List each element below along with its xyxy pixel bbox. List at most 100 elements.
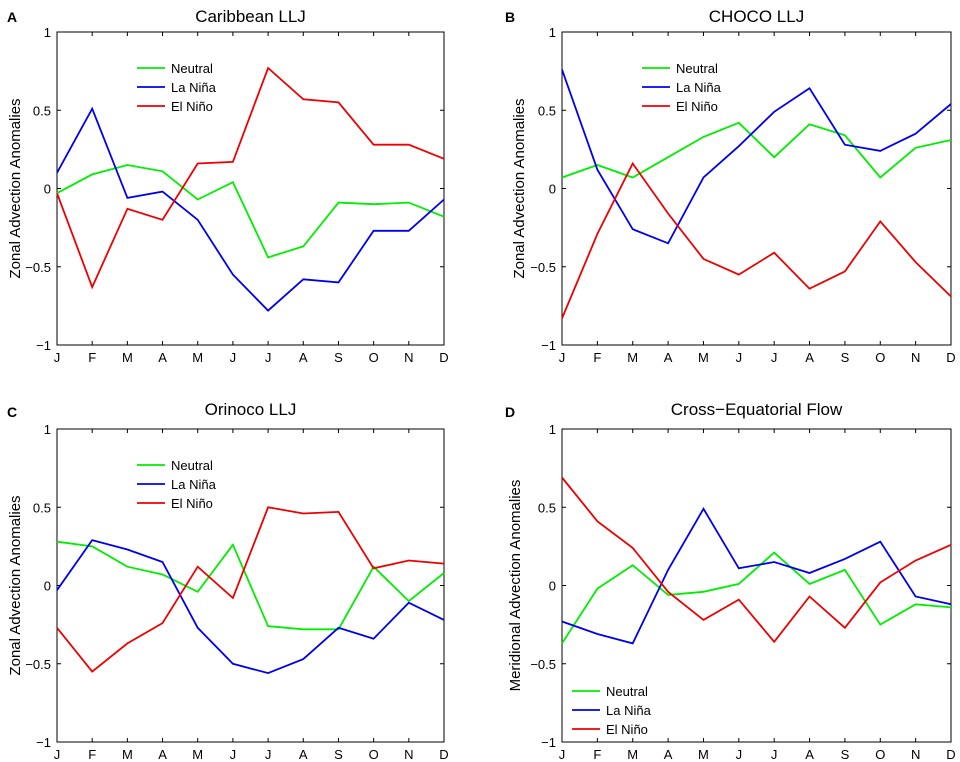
- x-tick-label-j: J: [265, 350, 272, 365]
- x-tick-label-j: J: [265, 747, 272, 762]
- y-tick-label: −1: [36, 338, 51, 353]
- y-tick-label: −1: [36, 735, 51, 750]
- x-tick-label-m: M: [698, 350, 709, 365]
- legend-label-la-nina: La Niña: [171, 80, 217, 95]
- x-tick-label-d: D: [946, 350, 955, 365]
- x-tick-label-n: N: [911, 350, 920, 365]
- x-tick-label-s: S: [334, 350, 343, 365]
- x-tick-label-o: O: [369, 747, 379, 762]
- x-tick-label-s: S: [841, 747, 850, 762]
- x-tick-label-j: J: [559, 350, 566, 365]
- x-tick-label-a: A: [158, 747, 167, 762]
- legend-label-el-nino: El Niño: [676, 99, 718, 114]
- y-tick-label: −1: [541, 735, 556, 750]
- legend-label-la-nina: La Niña: [676, 80, 722, 95]
- panel-d: −1 −0.5 0 0.5 1 J F M A M J J A S O N D Cross−Equatorial …: [505, 400, 956, 762]
- x-tick-label-m: M: [122, 350, 133, 365]
- series-line-el-nino: [56, 506, 445, 673]
- series-line-el-nino: [561, 476, 952, 644]
- panel-letter: B: [505, 9, 515, 25]
- x-tick-label-s: S: [334, 747, 343, 762]
- x-tick-label-n: N: [911, 747, 920, 762]
- series-line-la-nina: [561, 69, 952, 245]
- series-line-neutral: [561, 121, 952, 179]
- x-tick-label-m: M: [192, 350, 203, 365]
- panel-title: Cross−Equatorial Flow: [671, 400, 843, 419]
- series-line-neutral: [56, 164, 445, 259]
- y-tick-label: 0.5: [33, 103, 51, 118]
- panel-b: −1 −0.5 0 0.5 1 J F M A M J J A S O N D CHOCO LLJ B Zonal A…: [505, 7, 956, 365]
- series-line-neutral: [56, 540, 445, 631]
- x-tick-label-a: A: [299, 350, 308, 365]
- panel-letter: D: [505, 404, 515, 420]
- x-tick-label-d: D: [439, 747, 448, 762]
- plot-frame: [56, 31, 445, 346]
- series-line-la-nina: [56, 539, 445, 675]
- x-tick-label-m: M: [698, 747, 709, 762]
- legend: Neutral La Niña El Niño: [642, 61, 722, 114]
- y-axis-label: Zonal Advection Anomalies: [7, 495, 24, 675]
- x-tick-label-j: J: [54, 350, 61, 365]
- y-axis-label: Zonal Advection Anomalies: [7, 98, 24, 278]
- legend-label-el-nino: El Niño: [606, 722, 648, 737]
- y-tick-label: 0.5: [538, 500, 556, 515]
- x-tick-label-a: A: [158, 350, 167, 365]
- legend-label-la-nina: La Niña: [606, 703, 652, 718]
- y-axis-label: Meridional Advection Anomalies: [507, 480, 524, 692]
- y-tick-label: 1: [44, 422, 51, 437]
- x-tick-label-m: M: [192, 747, 203, 762]
- y-tick-label: 1: [549, 422, 556, 437]
- legend-label-el-nino: El Niño: [171, 99, 213, 114]
- y-tick-label: 0: [549, 579, 556, 594]
- x-tick-label-j: J: [736, 350, 743, 365]
- legend: Neutral La Niña El Niño: [572, 684, 652, 737]
- x-tick-label-a: A: [664, 350, 673, 365]
- x-tick-label-a: A: [805, 350, 814, 365]
- x-tick-label-j: J: [230, 350, 237, 365]
- x-tick-label-n: N: [404, 350, 413, 365]
- legend-label-neutral: Neutral: [606, 684, 648, 699]
- panel-title: Caribbean LLJ: [195, 7, 306, 26]
- x-tick-label-j: J: [54, 747, 61, 762]
- x-tick-label-s: S: [841, 350, 850, 365]
- x-tick-label-d: D: [946, 747, 955, 762]
- y-tick-label: −1: [541, 338, 556, 353]
- x-tick-label-f: F: [88, 747, 96, 762]
- panel-letter: A: [7, 9, 17, 25]
- y-tick-label: 1: [549, 25, 556, 40]
- legend: Neutral La Niña El Niño: [137, 458, 217, 511]
- x-tick-label-a: A: [664, 747, 673, 762]
- x-tick-label-o: O: [875, 747, 885, 762]
- panel-a: −1 −0.5 0 0.5 1 J F M A M J J A S O N D Caribbean LLJ A Zon…: [7, 7, 449, 365]
- x-tick-label-f: F: [88, 350, 96, 365]
- y-tick-label: −0.5: [25, 260, 51, 275]
- y-tick-label: −0.5: [530, 260, 556, 275]
- panel-c: −1 −0.5 0 0.5 1 J F M A M J J A S O N D Orinoco LLJ C Zonal…: [7, 400, 449, 762]
- x-tick-label-j: J: [559, 747, 566, 762]
- x-tick-label-o: O: [369, 350, 379, 365]
- x-tick-label-j: J: [771, 747, 778, 762]
- x-tick-label-m: M: [122, 747, 133, 762]
- x-tick-label-j: J: [771, 350, 778, 365]
- y-tick-label: 0: [44, 579, 51, 594]
- series-line-la-nina: [56, 106, 445, 312]
- y-tick-label: −0.5: [530, 657, 556, 672]
- y-tick-label: 0: [549, 182, 556, 197]
- x-tick-label-a: A: [805, 747, 814, 762]
- series-line-la-nina: [561, 507, 952, 645]
- series-line-el-nino: [561, 161, 952, 319]
- y-tick-label: 1: [44, 25, 51, 40]
- legend-label-neutral: Neutral: [171, 61, 213, 76]
- x-tick-label-m: M: [627, 350, 638, 365]
- x-tick-label-a: A: [299, 747, 308, 762]
- x-tick-label-f: F: [593, 350, 601, 365]
- y-axis-label: Zonal Advection Anomalies: [511, 98, 528, 278]
- series-line-neutral: [561, 551, 952, 644]
- panel-title: CHOCO LLJ: [709, 7, 804, 26]
- x-tick-label-m: M: [627, 747, 638, 762]
- x-tick-label-n: N: [404, 747, 413, 762]
- x-tick-label-d: D: [439, 350, 448, 365]
- panel-letter: C: [7, 404, 17, 420]
- series-line-el-nino: [56, 66, 445, 290]
